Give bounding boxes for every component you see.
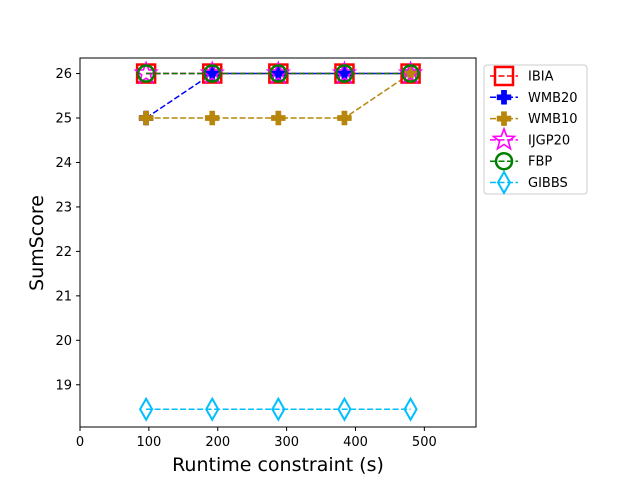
data-point-gibbs xyxy=(271,396,286,422)
legend-label-gibbs: GIBBS xyxy=(528,176,568,191)
x-tick-label: 100 xyxy=(136,435,161,450)
legend: IBIA WMB20 WMB10 IJGP20 FBP GIBBS xyxy=(483,64,588,196)
y-axis-ticks: 19 20 21 22 23 24 25 26 xyxy=(55,67,80,393)
y-tick-label: 23 xyxy=(55,200,72,215)
data-point-wmb10 xyxy=(138,110,154,126)
data-point-gibbs xyxy=(337,396,352,422)
data-point-wmb10 xyxy=(337,110,352,126)
y-tick-label: 26 xyxy=(55,67,72,82)
y-tick-label: 20 xyxy=(55,334,72,349)
data-point-fbp xyxy=(202,64,222,83)
x-axis-ticks: 0 100 200 300 400 500 xyxy=(76,427,437,450)
x-tick-label: 200 xyxy=(205,435,230,450)
legend-marker-ibia xyxy=(493,65,515,87)
legend-label-fbp: FBP xyxy=(528,155,552,170)
data-point-gibbs xyxy=(403,396,418,422)
legend-marker-fbp xyxy=(494,151,514,171)
x-tick-label: 300 xyxy=(274,435,299,450)
x-tick-label: 500 xyxy=(412,435,437,450)
x-axis-label: Runtime constraint (s) xyxy=(172,454,384,476)
y-tick-label: 21 xyxy=(55,289,72,304)
legend-label-wmb20: WMB20 xyxy=(528,91,578,106)
data-point-wmb10 xyxy=(204,110,220,126)
y-tick-label: 24 xyxy=(55,156,72,171)
data-point-fbp xyxy=(136,64,156,83)
series-markers xyxy=(133,60,424,422)
legend-marker-wmb10 xyxy=(496,111,512,126)
legend-marker-ijgp20 xyxy=(491,126,517,151)
data-point-fbp xyxy=(401,64,420,83)
data-point-fbp xyxy=(335,64,354,83)
data-point-gibbs xyxy=(205,396,220,422)
y-axis-label: SumScore xyxy=(26,195,48,291)
legend-marker-wmb20 xyxy=(496,90,512,105)
x-tick-label: 400 xyxy=(343,435,368,450)
y-tick-label: 25 xyxy=(55,112,72,127)
legend-label-wmb10: WMB10 xyxy=(528,112,578,127)
data-point-gibbs xyxy=(138,396,154,422)
legend-label-ijgp20: IJGP20 xyxy=(528,133,570,148)
plot-frame xyxy=(79,57,477,428)
legend-marker-gibbs xyxy=(496,169,512,196)
y-tick-label: 19 xyxy=(55,378,72,393)
legend-label-ibia: IBIA xyxy=(528,70,554,85)
x-tick-label: 0 xyxy=(76,435,84,450)
y-tick-label: 22 xyxy=(55,245,72,260)
data-point-wmb10 xyxy=(271,110,286,126)
data-point-fbp xyxy=(269,64,288,83)
